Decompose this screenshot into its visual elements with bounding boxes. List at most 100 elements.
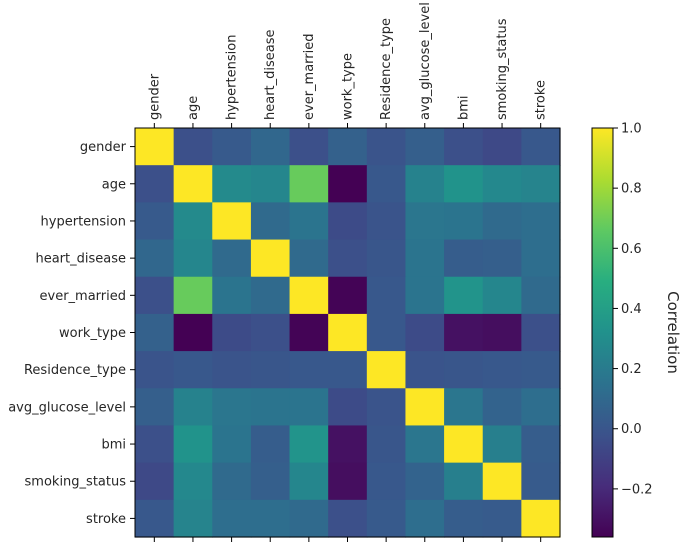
y-tick-label: ever_married	[40, 289, 127, 304]
heatmap-cell-Residence_type-work_type	[328, 351, 368, 389]
heatmap-cell-Residence_type-ever_married	[289, 351, 329, 389]
heatmap-cell-avg_glucose_level-Residence_type	[366, 388, 407, 427]
heatmap-cell-bmi-avg_glucose_level	[405, 425, 445, 464]
heatmap-cell-stroke-heart_disease	[250, 499, 291, 538]
heatmap-cell-stroke-hypertension	[212, 499, 252, 538]
heatmap-cell-Residence_type-smoking_status	[482, 351, 522, 389]
heatmap-cell-work_type-avg_glucose_level	[405, 313, 445, 352]
heatmap-cell-heart_disease-heart_disease	[250, 239, 291, 278]
heatmap-cell-stroke-bmi	[444, 499, 484, 538]
heatmap-cell-work_type-hypertension	[212, 313, 252, 352]
colorbar-tick-label: 0.8	[621, 182, 642, 197]
heatmap-cell-ever_married-work_type	[328, 276, 368, 315]
heatmap-cell-Residence_type-age	[173, 351, 213, 389]
heatmap-cell-stroke-work_type	[328, 499, 368, 538]
heatmap-cell-heart_disease-work_type	[328, 239, 368, 278]
heatmap-cell-work_type-bmi	[444, 313, 484, 352]
heatmap-cell-avg_glucose_level-smoking_status	[482, 388, 522, 427]
heatmap-cell-age-stroke	[521, 165, 561, 203]
heatmap-cell-age-work_type	[328, 165, 368, 203]
x-tick-label: Residence_type	[379, 18, 394, 120]
heatmap-cell-age-bmi	[444, 165, 484, 203]
heatmap-cell-ever_married-stroke	[521, 276, 561, 315]
heatmap-cell-gender-stroke	[521, 128, 561, 166]
heatmap-cell-smoking_status-work_type	[328, 462, 368, 501]
heatmap-cell-heart_disease-smoking_status	[482, 239, 522, 278]
heatmap-cell-stroke-ever_married	[289, 499, 329, 538]
x-tick-label: hypertension	[225, 35, 240, 120]
heatmap-cell-ever_married-ever_married	[289, 276, 329, 315]
heatmap-cell-smoking_status-smoking_status	[482, 462, 522, 501]
heatmap-cell-avg_glucose_level-bmi	[444, 388, 484, 427]
heatmap-cell-gender-ever_married	[289, 128, 329, 166]
heatmap-cell-gender-hypertension	[212, 128, 252, 166]
heatmap-cell-age-Residence_type	[366, 165, 407, 203]
heatmap-cell-gender-avg_glucose_level	[405, 128, 445, 166]
heatmap-cell-avg_glucose_level-ever_married	[289, 388, 329, 427]
heatmap-cell-work_type-heart_disease	[250, 313, 291, 352]
y-tick-label: work_type	[59, 326, 126, 341]
heatmap-cell-stroke-gender	[135, 499, 175, 538]
heatmap-cell-avg_glucose_level-work_type	[328, 388, 368, 427]
heatmap-cell-Residence_type-bmi	[444, 351, 484, 389]
x-tick-label: avg_glucose_level	[418, 2, 433, 120]
y-tick-label: age	[102, 177, 126, 192]
colorbar-tick-label: 0.0	[621, 422, 642, 437]
colorbar-tick-label: 1.0	[621, 122, 642, 137]
heatmap-cell-hypertension-avg_glucose_level	[405, 202, 445, 241]
heatmap-cell-age-heart_disease	[250, 165, 291, 203]
heatmap-cell-heart_disease-age	[173, 239, 213, 278]
heatmap-cell-smoking_status-hypertension	[212, 462, 252, 501]
heatmap-cell-bmi-bmi	[444, 425, 484, 464]
heatmap-cell-smoking_status-gender	[135, 462, 175, 501]
heatmap-cell-smoking_status-bmi	[444, 462, 484, 501]
x-tick-label: stroke	[534, 80, 549, 120]
y-tick-label: bmi	[101, 438, 126, 453]
x-tick-label: smoking_status	[495, 18, 510, 120]
colorbar-gradient	[591, 127, 614, 538]
heatmap-cell-hypertension-smoking_status	[482, 202, 522, 241]
heatmap-cell-stroke-smoking_status	[482, 499, 522, 538]
heatmap-cell-heart_disease-gender	[135, 239, 175, 278]
x-tick-label: gender	[147, 73, 162, 120]
y-tick-label: heart_disease	[35, 252, 126, 267]
heatmap-cell-ever_married-gender	[135, 276, 175, 315]
colorbar-label: Correlation	[664, 291, 682, 374]
heatmap-cell-ever_married-bmi	[444, 276, 484, 315]
heatmap-cell-bmi-ever_married	[289, 425, 329, 464]
colorbar-tick-label: 0.2	[621, 362, 642, 377]
heatmap-cell-ever_married-hypertension	[212, 276, 252, 315]
x-tick-label: bmi	[456, 95, 471, 120]
heatmap-cell-gender-bmi	[444, 128, 484, 166]
y-tick-label: stroke	[86, 512, 126, 527]
heatmap-cell-age-age	[173, 165, 213, 203]
heatmap-cell-hypertension-hypertension	[212, 202, 252, 241]
heatmap-cell-work_type-stroke	[521, 313, 561, 352]
y-tick-label: hypertension	[41, 214, 126, 229]
heatmap-cell-heart_disease-stroke	[521, 239, 561, 278]
heatmap-cell-age-gender	[135, 165, 175, 203]
x-tick-label: age	[186, 96, 201, 120]
y-tick-label: gender	[80, 140, 127, 155]
heatmap-cell-stroke-age	[173, 499, 213, 538]
heatmap-cell-bmi-work_type	[328, 425, 368, 464]
heatmap-cell-bmi-age	[173, 425, 213, 464]
heatmap-cell-smoking_status-ever_married	[289, 462, 329, 501]
heatmap-cell-ever_married-age	[173, 276, 213, 315]
heatmap-cell-age-ever_married	[289, 165, 329, 203]
heatmap-cell-heart_disease-Residence_type	[366, 239, 407, 278]
heatmap-cell-heart_disease-ever_married	[289, 239, 329, 278]
heatmap-cell-smoking_status-Residence_type	[366, 462, 407, 501]
x-tick-label: ever_married	[302, 34, 317, 121]
heatmap-axes: gender gender age age hypertension hypertensi…	[8, 2, 561, 542]
heatmap-cell-hypertension-heart_disease	[250, 202, 291, 241]
colorbar-tick-label: 0.6	[621, 242, 642, 257]
heatmap-cell-bmi-hypertension	[212, 425, 252, 464]
heatmap-cell-ever_married-smoking_status	[482, 276, 522, 315]
y-tick-label: Residence_type	[24, 363, 126, 378]
heatmap-cell-gender-smoking_status	[482, 128, 522, 166]
heatmap-cell-hypertension-stroke	[521, 202, 561, 241]
heatmap-cell-gender-gender	[135, 128, 175, 166]
heatmap-cell-bmi-heart_disease	[250, 425, 291, 464]
